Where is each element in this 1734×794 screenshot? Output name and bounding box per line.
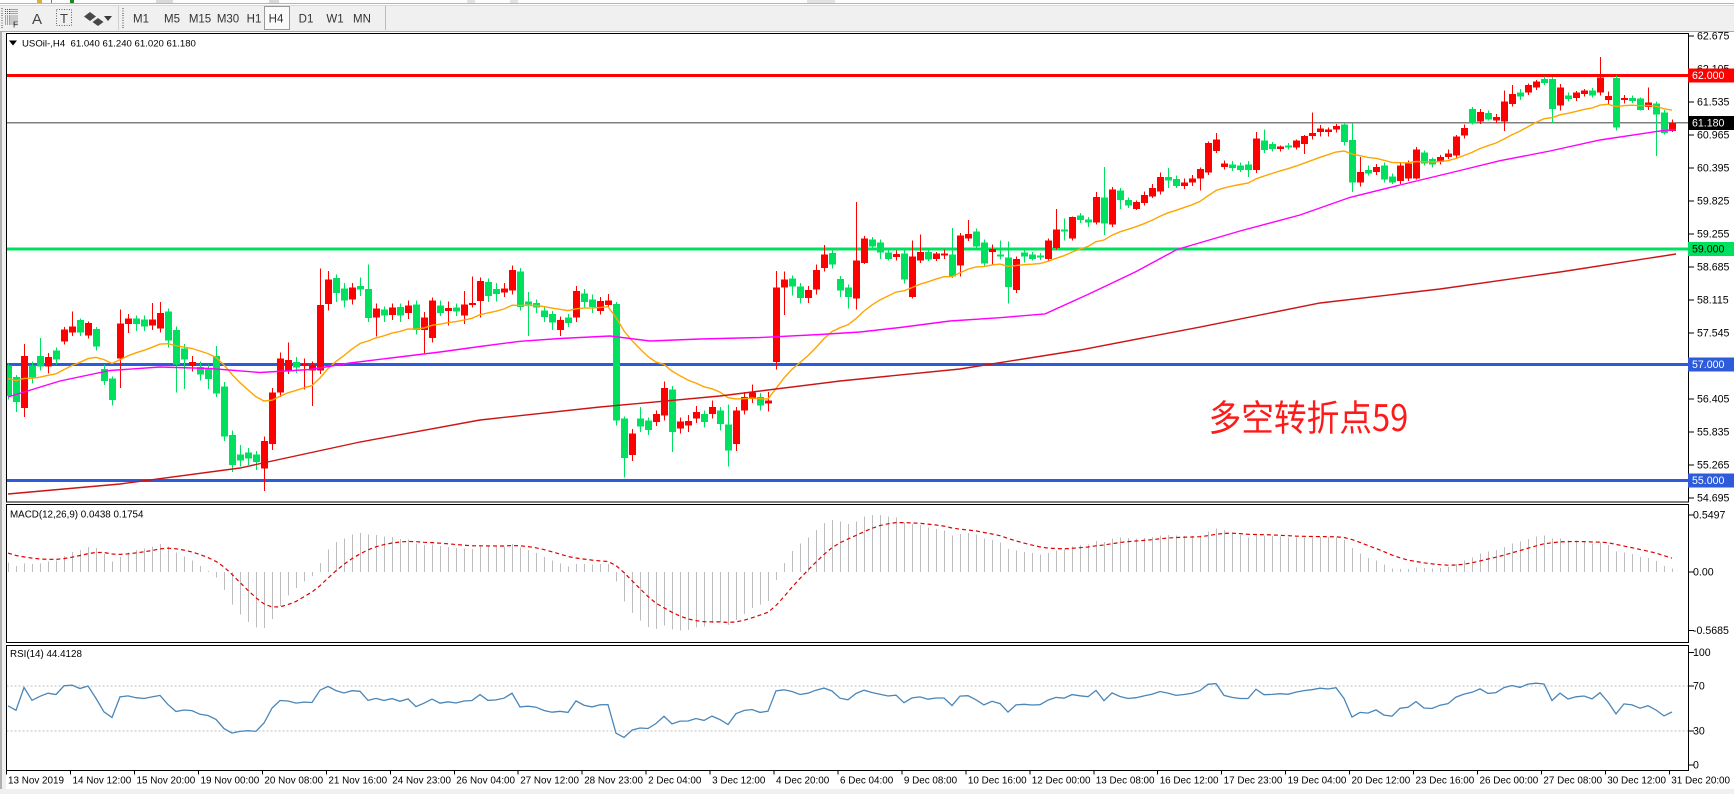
svg-text:17 Dec 23:00: 17 Dec 23:00: [1224, 776, 1283, 787]
svg-text:60.965: 60.965: [1697, 130, 1730, 142]
svg-text:19 Dec 04:00: 19 Dec 04:00: [1288, 776, 1347, 787]
svg-text:58.685: 58.685: [1697, 262, 1730, 274]
svg-text:55.835: 55.835: [1697, 427, 1730, 439]
svg-text:70: 70: [1693, 681, 1705, 693]
svg-text:60.395: 60.395: [1697, 163, 1730, 175]
svg-text:0: 0: [1693, 759, 1699, 771]
svg-text:21 Nov 16:00: 21 Nov 16:00: [328, 776, 387, 787]
svg-text:14 Nov 12:00: 14 Nov 12:00: [73, 776, 132, 787]
svg-text:30 Dec 12:00: 30 Dec 12:00: [1607, 776, 1666, 787]
svg-text:54.695: 54.695: [1697, 493, 1730, 505]
svg-text:27 Dec 08:00: 27 Dec 08:00: [1543, 776, 1602, 787]
svg-text:T: T: [60, 11, 68, 26]
svg-text:55.265: 55.265: [1697, 460, 1730, 472]
svg-text:A: A: [32, 11, 42, 28]
svg-text:0.5497: 0.5497: [1693, 510, 1726, 522]
svg-text:-0.5685: -0.5685: [1693, 625, 1729, 637]
svg-text:59.825: 59.825: [1697, 196, 1730, 208]
svg-text:3 Dec 12:00: 3 Dec 12:00: [712, 776, 766, 787]
svg-text:RSI(14) 44.4128: RSI(14) 44.4128: [10, 649, 82, 660]
svg-text:61.535: 61.535: [1697, 97, 1730, 109]
svg-text:26 Nov 04:00: 26 Nov 04:00: [456, 776, 515, 787]
svg-text:9 Dec 08:00: 9 Dec 08:00: [904, 776, 958, 787]
svg-text:57.545: 57.545: [1697, 328, 1730, 340]
svg-text:13 Dec 08:00: 13 Dec 08:00: [1096, 776, 1155, 787]
svg-text:19 Nov 00:00: 19 Nov 00:00: [201, 776, 260, 787]
svg-text:0.00: 0.00: [1693, 566, 1714, 578]
svg-text:30: 30: [1693, 726, 1705, 738]
svg-text:31 Dec 20:00: 31 Dec 20:00: [1671, 776, 1730, 787]
svg-text:13 Nov 2019: 13 Nov 2019: [8, 776, 65, 787]
svg-text:27 Nov 12:00: 27 Nov 12:00: [520, 776, 579, 787]
svg-text:16 Dec 12:00: 16 Dec 12:00: [1160, 776, 1219, 787]
svg-text:20 Nov 08:00: 20 Nov 08:00: [264, 776, 323, 787]
svg-text:MN: MN: [353, 14, 371, 26]
svg-text:55.000: 55.000: [1692, 475, 1725, 487]
svg-text:58.115: 58.115: [1697, 295, 1729, 307]
svg-text:10 Dec 16:00: 10 Dec 16:00: [968, 776, 1027, 787]
svg-text:62.675: 62.675: [1697, 31, 1730, 43]
svg-text:15 Nov 20:00: 15 Nov 20:00: [137, 776, 196, 787]
svg-text:W1: W1: [326, 14, 343, 26]
svg-text:H1: H1: [247, 14, 262, 26]
svg-text:MACD(12,26,9) 0.0438 0.1754: MACD(12,26,9) 0.0438 0.1754: [10, 510, 144, 521]
svg-text:28 Nov 23:00: 28 Nov 23:00: [584, 776, 643, 787]
svg-text:59.255: 59.255: [1697, 229, 1730, 241]
svg-text:12 Dec 00:00: 12 Dec 00:00: [1032, 776, 1091, 787]
svg-text:6 Dec 04:00: 6 Dec 04:00: [840, 776, 894, 787]
svg-text:M5: M5: [164, 14, 180, 26]
svg-text:56.405: 56.405: [1697, 394, 1730, 406]
svg-text:D1: D1: [299, 14, 314, 26]
svg-text:26 Dec 00:00: 26 Dec 00:00: [1480, 776, 1539, 787]
svg-text:F: F: [13, 20, 18, 30]
svg-text:4 Dec 20:00: 4 Dec 20:00: [776, 776, 830, 787]
svg-text:59.000: 59.000: [1692, 244, 1725, 256]
svg-text:24 Nov 23:00: 24 Nov 23:00: [392, 776, 451, 787]
svg-text:H4: H4: [269, 14, 284, 26]
svg-text:62.000: 62.000: [1692, 70, 1725, 82]
svg-text:57.000: 57.000: [1692, 359, 1725, 371]
svg-text:M1: M1: [133, 14, 149, 26]
svg-text:2 Dec 04:00: 2 Dec 04:00: [648, 776, 702, 787]
svg-text:20 Dec 12:00: 20 Dec 12:00: [1352, 776, 1411, 787]
svg-text:USOil-,H4 61.040 61.240 61.02: USOil-,H4 61.040 61.240 61.020 61.180: [22, 39, 196, 50]
svg-text:M30: M30: [217, 14, 239, 26]
svg-text:23 Dec 16:00: 23 Dec 16:00: [1416, 776, 1475, 787]
svg-text:M15: M15: [189, 14, 211, 26]
svg-text:100: 100: [1693, 647, 1711, 659]
svg-text:61.180: 61.180: [1692, 117, 1725, 129]
